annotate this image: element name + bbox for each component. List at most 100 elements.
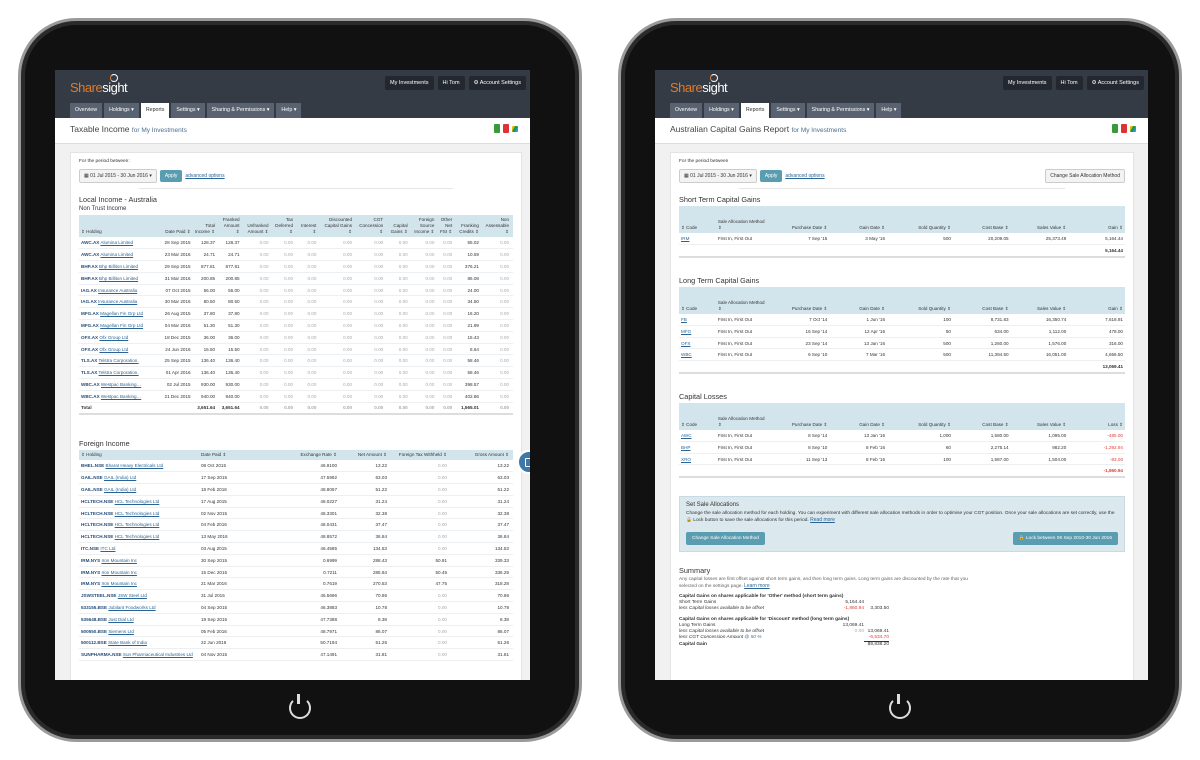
my-investments-menu[interactable]: My Investments bbox=[385, 76, 434, 90]
column-header[interactable]: Sale Allocation Method ⇕ bbox=[707, 402, 768, 430]
date-range-picker[interactable]: ▦ 01 Jul 2015 - 30 Jun 2016 ▾ bbox=[679, 169, 757, 183]
apply-button[interactable]: Apply bbox=[159, 170, 183, 182]
holding-link[interactable]: Sun Pharmaceutical Industries Ltd bbox=[122, 652, 193, 658]
holding-link[interactable]: Iron Mountain Inc bbox=[101, 569, 137, 575]
pdf-export-icon[interactable] bbox=[1121, 124, 1127, 133]
tab-reports[interactable]: Reports bbox=[140, 103, 170, 118]
code-link[interactable]: IRM bbox=[681, 236, 690, 242]
learn-more-link[interactable]: Learn more bbox=[744, 583, 770, 590]
column-header[interactable]: Gross Amount ⇕ bbox=[449, 449, 511, 460]
holding-link[interactable]: Alumina Limited bbox=[100, 252, 134, 258]
holding-link[interactable]: Telstra Corporation. bbox=[98, 370, 139, 376]
column-header[interactable]: Sold Quantity ⇕ bbox=[887, 206, 953, 233]
holding-link[interactable]: GAIL (India) Ltd bbox=[103, 486, 137, 492]
pdf-export-icon[interactable] bbox=[503, 124, 509, 133]
column-header[interactable]: Gain ⇕ bbox=[1068, 286, 1125, 314]
holding-link[interactable]: Just Dial Ltd bbox=[108, 616, 134, 622]
column-header[interactable]: ⇕ Code bbox=[679, 286, 708, 314]
power-icon[interactable] bbox=[289, 694, 311, 719]
column-header[interactable]: Date Paid ⇕ bbox=[199, 449, 269, 460]
chat-button[interactable] bbox=[517, 450, 530, 474]
code-link[interactable]: OFX bbox=[681, 340, 691, 346]
column-header[interactable]: Discounted Capital Gains ⇕ bbox=[318, 215, 355, 237]
column-header[interactable]: Sales Value ⇕ bbox=[1010, 206, 1069, 233]
column-header[interactable]: Purchase Date ⇕ bbox=[767, 402, 830, 430]
holding-link[interactable]: Ofx Group Ltd bbox=[99, 346, 129, 352]
user-greeting[interactable]: Hi Tom bbox=[1055, 76, 1083, 90]
tab-sharing-permissions[interactable]: Sharing & Permissions ▾ bbox=[806, 103, 875, 118]
tab-settings[interactable]: Settings ▾ bbox=[771, 103, 805, 118]
tab-settings[interactable]: Settings ▾ bbox=[171, 103, 205, 118]
holding-link[interactable]: Magellan Fin Grp Ltd bbox=[100, 311, 144, 317]
column-header[interactable]: TFN WT ⇕ bbox=[511, 215, 513, 237]
holding-link[interactable]: Iron Mountain Inc bbox=[101, 581, 137, 587]
column-header[interactable]: Foreign Source Income ⇕ bbox=[409, 215, 437, 237]
holding-link[interactable]: Bhp Billiton Limited bbox=[99, 263, 139, 269]
column-header[interactable]: Non Assessable ⇕ bbox=[480, 215, 512, 237]
tab-help[interactable]: Help ▾ bbox=[876, 103, 902, 118]
column-header[interactable]: Sold Quantity ⇕ bbox=[887, 286, 953, 314]
google-drive-icon[interactable] bbox=[512, 126, 518, 132]
holding-link[interactable]: Westpac Banking… bbox=[100, 393, 142, 399]
tab-holdings[interactable]: Holdings ▾ bbox=[104, 103, 139, 118]
tab-sharing-permissions[interactable]: Sharing & Permissions ▾ bbox=[206, 103, 275, 118]
spreadsheet-export-icon[interactable] bbox=[494, 124, 500, 133]
holding-link[interactable]: Westpac Banking… bbox=[100, 381, 142, 387]
column-header[interactable]: Total Income ⇕ bbox=[192, 215, 218, 237]
change-sale-allocation-button[interactable]: Change Sale Allocation Method bbox=[1045, 169, 1125, 183]
column-header[interactable]: Gain Date ⇕ bbox=[829, 286, 888, 314]
column-header[interactable]: Sale Allocation Method ⇕ bbox=[707, 286, 768, 314]
code-link[interactable]: AWC bbox=[681, 432, 692, 438]
column-header[interactable]: ⇕ Holding bbox=[79, 449, 199, 460]
holding-link[interactable]: Siemens Ltd bbox=[108, 628, 134, 634]
tab-overview[interactable]: Overview bbox=[70, 103, 103, 118]
holding-link[interactable]: GAIL (India) Ltd bbox=[103, 475, 137, 481]
code-link[interactable]: BHP bbox=[681, 444, 691, 450]
column-header[interactable]: Purchase Date ⇕ bbox=[767, 286, 830, 314]
column-header[interactable]: Interest ⇕ bbox=[295, 215, 319, 237]
column-header[interactable]: Sale Allocation Method ⇕ bbox=[707, 206, 768, 233]
holding-link[interactable]: Ofx Group Ltd bbox=[99, 334, 129, 340]
column-header[interactable]: ⇕ Holding bbox=[79, 215, 157, 237]
advanced-options-link[interactable]: advanced options bbox=[185, 173, 225, 179]
holding-link[interactable]: JSW Steel Ltd bbox=[117, 593, 147, 599]
column-header[interactable]: Loss ⇕ bbox=[1068, 402, 1125, 430]
column-header[interactable]: ⇕ Code bbox=[679, 402, 708, 430]
holding-link[interactable]: Jubilant Foodworks Ltd bbox=[108, 604, 156, 610]
holding-link[interactable]: Bhp Billiton Limited bbox=[99, 275, 139, 281]
column-header[interactable]: Gain Date ⇕ bbox=[829, 402, 888, 430]
holding-link[interactable]: HCL Technologies Ltd bbox=[114, 522, 160, 528]
date-range-picker[interactable]: ▦ 01 Jul 2015 - 30 Jun 2016 ▾ bbox=[79, 169, 157, 183]
holding-link[interactable]: State Bank of India bbox=[108, 640, 147, 646]
apply-button[interactable]: Apply bbox=[759, 170, 783, 182]
user-greeting[interactable]: Hi Tom bbox=[437, 76, 465, 90]
holding-link[interactable]: Insurance Australia bbox=[98, 287, 138, 293]
tab-overview[interactable]: Overview bbox=[670, 103, 703, 118]
holding-link[interactable]: Alumina Limited bbox=[100, 240, 134, 246]
account-settings-menu[interactable]: ⚙ Account Settings bbox=[1086, 76, 1144, 90]
column-header[interactable]: Sales Value ⇕ bbox=[1010, 402, 1069, 430]
holding-link[interactable]: HCL Technologies Ltd bbox=[114, 498, 160, 504]
tab-reports[interactable]: Reports bbox=[740, 103, 770, 118]
column-header[interactable]: Cost Base ⇕ bbox=[952, 206, 1011, 233]
column-header[interactable]: CGT Concession ⇕ bbox=[354, 215, 386, 237]
holding-link[interactable]: Bharat Heavy Electricals Ltd bbox=[105, 463, 164, 469]
code-link[interactable]: FB bbox=[681, 316, 687, 322]
holding-link[interactable]: Telstra Corporation. bbox=[98, 358, 139, 364]
column-header[interactable]: Purchase Date ⇕ bbox=[767, 206, 830, 233]
holding-link[interactable]: HCL Technologies Ltd bbox=[114, 510, 160, 516]
sharesight-logo[interactable]: Sharesight bbox=[70, 74, 128, 95]
column-header[interactable]: Gain ⇕ bbox=[1068, 206, 1125, 233]
holding-link[interactable]: Iron Mountain Inc bbox=[101, 557, 137, 563]
column-header[interactable]: Foreign Tax Withheld ⇕ bbox=[389, 449, 449, 460]
holding-link[interactable]: ITC Ltd bbox=[100, 545, 116, 551]
column-header[interactable]: Franked Amount ⇕ bbox=[217, 215, 242, 237]
google-drive-icon[interactable] bbox=[1130, 126, 1136, 132]
account-settings-menu[interactable]: ⚙ Account Settings bbox=[468, 76, 526, 90]
holding-link[interactable]: HCL Technologies Ltd bbox=[114, 534, 160, 540]
my-investments-menu[interactable]: My Investments bbox=[1003, 76, 1052, 90]
code-link[interactable]: XRO bbox=[681, 456, 691, 462]
column-header[interactable]: Tax Deferred ⇕ bbox=[270, 215, 296, 237]
column-header[interactable]: Sold Quantity ⇕ bbox=[887, 402, 953, 430]
sharesight-logo[interactable]: Sharesight bbox=[670, 74, 728, 95]
